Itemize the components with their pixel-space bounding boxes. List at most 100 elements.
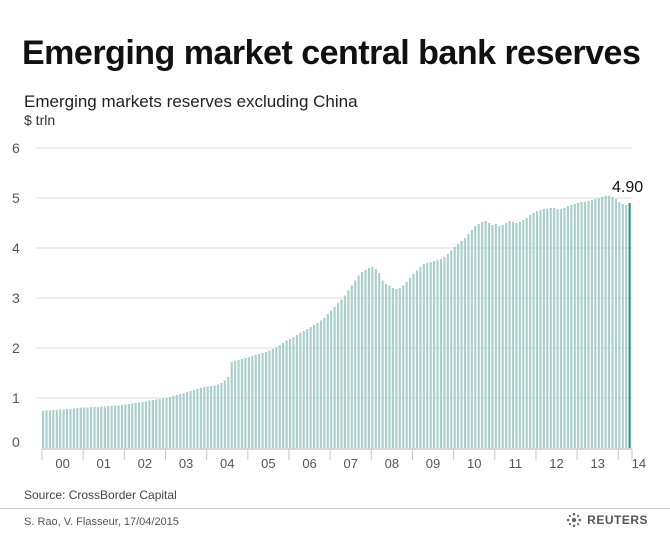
bar	[210, 386, 213, 448]
last-value-label: 4.90	[612, 179, 643, 196]
bar	[607, 196, 611, 448]
reuters-dots-logo-icon	[567, 512, 582, 528]
x-tick-label: 09	[426, 456, 440, 471]
bar	[494, 224, 497, 448]
bar	[330, 310, 333, 448]
bar	[251, 356, 254, 448]
bar	[398, 288, 401, 448]
bar	[107, 406, 110, 448]
bar	[189, 391, 192, 448]
x-tick-label: 00	[55, 456, 69, 471]
bar	[148, 400, 151, 448]
bar	[93, 407, 96, 448]
bar	[415, 270, 419, 448]
y-tick-label: 6	[12, 140, 20, 156]
bar	[199, 388, 202, 448]
bar	[124, 404, 127, 448]
bar	[409, 278, 412, 448]
bar	[138, 402, 141, 448]
bar	[391, 288, 395, 448]
bar	[594, 199, 597, 448]
bar	[580, 202, 583, 448]
author-credit: S. Rao, V. Flasseur, 17/04/2015	[24, 516, 179, 528]
x-tick-label: 13	[590, 456, 604, 471]
x-tick-label: 02	[138, 456, 152, 471]
bar	[426, 263, 429, 448]
bar	[347, 290, 350, 448]
bar	[42, 411, 45, 448]
bar	[192, 390, 196, 448]
bar	[316, 323, 319, 448]
bar	[83, 407, 86, 448]
bar	[175, 395, 178, 448]
bar	[511, 222, 515, 448]
bar	[577, 203, 580, 448]
bar	[196, 389, 199, 448]
y-axis-ticks: 0 1 2 3 4 5 6	[12, 140, 20, 450]
brand-name: REUTERS	[587, 513, 648, 527]
bar	[59, 409, 62, 448]
bar	[621, 204, 624, 448]
reuters-brand[interactable]: REUTERS	[566, 512, 648, 528]
bar	[254, 355, 257, 448]
bar	[45, 410, 48, 448]
bar	[532, 213, 535, 448]
x-tick-label: 10	[467, 456, 481, 471]
y-tick-label: 2	[12, 340, 20, 356]
bar	[299, 333, 302, 448]
bar	[405, 282, 408, 448]
bar	[463, 238, 467, 448]
bar	[213, 385, 216, 448]
bar	[144, 401, 148, 448]
bar	[271, 349, 274, 448]
bar	[350, 285, 353, 448]
bar	[556, 209, 559, 448]
bar	[535, 211, 539, 448]
bar	[357, 275, 360, 448]
bar	[402, 285, 405, 448]
x-tick-label: 08	[385, 456, 399, 471]
bar	[498, 226, 501, 448]
bar	[573, 204, 576, 448]
bar	[134, 403, 137, 448]
bar	[563, 208, 566, 448]
bar	[247, 357, 250, 448]
bar	[100, 406, 103, 448]
bar	[553, 208, 556, 448]
bar	[216, 384, 220, 448]
bar	[110, 406, 113, 448]
bar	[114, 405, 117, 448]
bar	[326, 314, 329, 448]
bar	[446, 254, 449, 448]
bar	[549, 208, 552, 448]
x-tick-label: 05	[261, 456, 275, 471]
x-tick-label: 01	[97, 456, 111, 471]
bar	[539, 210, 542, 448]
bar	[72, 408, 75, 448]
bar	[481, 222, 484, 448]
bar	[419, 267, 422, 448]
bar	[422, 264, 425, 448]
y-axis-unit-label: $ trln	[24, 112, 56, 128]
bar	[264, 352, 268, 448]
bar	[103, 406, 106, 448]
bar	[79, 407, 82, 448]
bar	[583, 202, 587, 448]
bar	[337, 303, 340, 448]
bar	[172, 396, 175, 448]
bar	[223, 380, 226, 448]
bar	[542, 209, 545, 448]
bar	[518, 222, 521, 448]
bar	[443, 257, 446, 448]
bar	[182, 393, 185, 448]
bar	[388, 285, 391, 448]
bar	[86, 407, 89, 448]
bar	[285, 340, 288, 448]
bar	[319, 320, 322, 448]
x-tick-label: 03	[179, 456, 193, 471]
bar	[323, 318, 326, 448]
bar	[515, 223, 518, 448]
bar	[529, 215, 532, 448]
bar	[433, 261, 436, 448]
bar	[361, 272, 364, 448]
